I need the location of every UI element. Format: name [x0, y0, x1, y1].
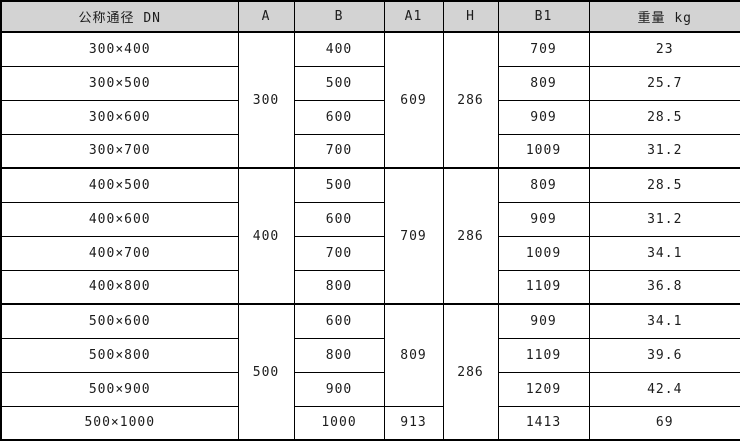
b1-cell: 1009: [497, 235, 590, 271]
dn-cell: 400×600: [0, 201, 239, 237]
weight-cell: 31.2: [588, 133, 740, 169]
a-cell: 500: [237, 303, 295, 441]
b-cell: 900: [293, 371, 385, 407]
table-row: 400×800 800 1109 36.8: [0, 269, 740, 305]
b1-cell: 909: [497, 99, 590, 135]
dn-cell: 400×700: [0, 235, 239, 271]
table-row: 500×600 500 600 809 286 909 34.1: [0, 303, 740, 441]
b-cell: 600: [293, 201, 385, 237]
weight-cell: 28.5: [588, 99, 740, 135]
col-header-b1: B1: [497, 0, 590, 33]
table-row: 300×500 500 809 25.7: [0, 65, 740, 101]
col-header-weight: 重量 kg: [588, 0, 740, 33]
b1-cell: 1413: [497, 405, 590, 441]
a-cell: 300: [237, 31, 295, 169]
a1-cell: 609: [383, 31, 444, 169]
a1-cell: 809: [383, 303, 444, 407]
dn-cell: 300×500: [0, 65, 239, 101]
b-cell: 700: [293, 133, 385, 169]
b-cell: 800: [293, 269, 385, 305]
table-row: 500×1000 1000 913 1413 69: [0, 405, 740, 441]
a1-cell: 913: [383, 405, 444, 441]
table-row: 400×700 700 1009 34.1: [0, 235, 740, 271]
dn-cell: 400×800: [0, 269, 239, 305]
b1-cell: 909: [497, 201, 590, 237]
table-row: 300×700 700 1009 31.2: [0, 133, 740, 169]
col-header-dn: 公称通径 DN: [0, 0, 239, 33]
b1-cell: 709: [497, 31, 590, 67]
weight-cell: 34.1: [588, 235, 740, 271]
b1-cell: 1109: [497, 269, 590, 305]
h-cell: 286: [442, 167, 499, 305]
b1-cell: 1109: [497, 337, 590, 373]
dn-cell: 300×700: [0, 133, 239, 169]
dn-cell: 300×600: [0, 99, 239, 135]
table-row: 400×600 600 909 31.2: [0, 201, 740, 237]
weight-cell: 42.4: [588, 371, 740, 407]
b-cell: 500: [293, 167, 385, 203]
col-header-a1: A1: [383, 0, 444, 33]
dn-cell: 500×1000: [0, 405, 239, 441]
table-row: 300×600 600 909 28.5: [0, 99, 740, 135]
b1-cell: 909: [497, 303, 590, 339]
b-cell: 500: [293, 65, 385, 101]
a1-cell: 709: [383, 167, 444, 305]
b1-cell: 809: [497, 167, 590, 203]
table-row: 300×400 300 400 609 286 709 23: [0, 31, 740, 169]
b-cell: 800: [293, 337, 385, 373]
col-header-h: H: [442, 0, 499, 33]
weight-cell: 28.5: [588, 167, 740, 203]
b-cell: 400: [293, 31, 385, 67]
h-cell: 286: [442, 31, 499, 169]
b1-cell: 1009: [497, 133, 590, 169]
weight-cell: 23: [588, 31, 740, 67]
weight-cell: 39.6: [588, 337, 740, 373]
dn-cell: 400×500: [0, 167, 239, 203]
b1-cell: 809: [497, 65, 590, 101]
table-row: 500×800 800 1109 39.6: [0, 337, 740, 373]
dn-cell: 300×400: [0, 31, 239, 67]
weight-cell: 69: [588, 405, 740, 441]
h-cell: 286: [442, 303, 499, 441]
weight-cell: 34.1: [588, 303, 740, 339]
weight-cell: 36.8: [588, 269, 740, 305]
b-cell: 600: [293, 303, 385, 339]
b-cell: 600: [293, 99, 385, 135]
dn-cell: 500×800: [0, 337, 239, 373]
col-header-b: B: [293, 0, 385, 33]
table-row: 400×500 400 500 709 286 809 28.5: [0, 167, 740, 305]
b-cell: 1000: [293, 405, 385, 441]
dn-cell: 500×600: [0, 303, 239, 339]
table-row: 500×900 900 1209 42.4: [0, 371, 740, 407]
weight-cell: 31.2: [588, 201, 740, 237]
header-row: 公称通径 DN A B A1 H B1 重量 kg: [0, 0, 740, 33]
weight-cell: 25.7: [588, 65, 740, 101]
b-cell: 700: [293, 235, 385, 271]
a-cell: 400: [237, 167, 295, 305]
b1-cell: 1209: [497, 371, 590, 407]
col-header-a: A: [237, 0, 295, 33]
dn-cell: 500×900: [0, 371, 239, 407]
